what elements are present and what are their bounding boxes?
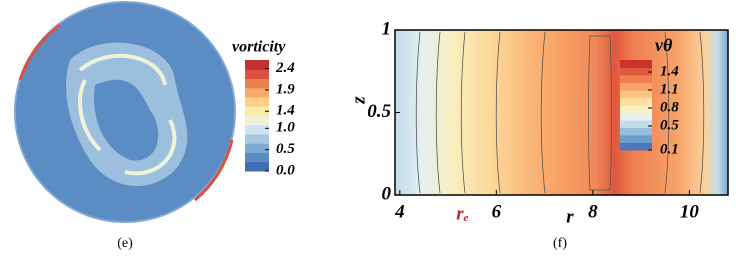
x-axis-label: r	[566, 206, 574, 227]
caption: (f)	[553, 236, 567, 251]
y-tick-label: 1	[382, 18, 392, 39]
vorticity-field	[14, 1, 236, 223]
x-tick-label: 8	[588, 201, 598, 222]
colorbar-band	[245, 115, 269, 126]
colorbar-band	[245, 134, 269, 144]
colorbar-tick-label: 1.0	[276, 120, 295, 136]
colorbar-band	[245, 97, 269, 107]
colorbar-title: vorticity	[232, 39, 286, 56]
colorbar-tick-label: 0.8	[660, 99, 679, 115]
annotation: rₑ	[456, 203, 469, 224]
colorbar-band	[245, 124, 269, 135]
colorbar-band	[620, 120, 652, 128]
colorbar-band	[620, 127, 652, 136]
colorbar-tick-label: 0.5	[276, 141, 295, 157]
colorbar-tick-label: 0.5	[660, 117, 679, 133]
colorbar-tick-label: 1.9	[276, 81, 295, 97]
velocity-field	[395, 30, 728, 195]
x-tick-label: 10	[680, 201, 700, 222]
y-tick-label: 0	[382, 183, 392, 204]
colorbar-band	[620, 97, 652, 106]
colorbar-band	[620, 112, 652, 121]
colorbar-tick-label: 1.4	[660, 63, 679, 79]
colorbar-band	[245, 78, 269, 89]
caption: (e)	[117, 236, 133, 251]
colorbar-tick-label: 2.4	[275, 60, 295, 76]
colorbar-band	[620, 75, 652, 83]
x-tick-label: 4	[394, 201, 405, 222]
y-axis-label: z	[348, 96, 369, 105]
colorbar-tick-label: 0.0	[276, 162, 295, 178]
colorbar-band	[245, 69, 269, 79]
colorbar-tick-label: 1.1	[660, 81, 679, 97]
colorbar-band	[620, 105, 652, 113]
x-tick-label: 6	[492, 201, 502, 222]
colorbar-band	[245, 152, 269, 163]
colorbar-band	[245, 60, 269, 70]
colorbar-band	[620, 142, 652, 151]
colorbar-band	[245, 161, 269, 172]
y-tick-label: 0.5	[367, 101, 391, 122]
colorbar-band	[620, 67, 652, 76]
colorbar-tick-label: 1.4	[276, 103, 295, 119]
colorbar-band	[620, 60, 652, 68]
colorbar-band	[245, 87, 269, 98]
colorbar-band	[620, 82, 652, 91]
contour-lines	[415, 31, 705, 194]
colorbar-band	[620, 90, 652, 98]
colorbar-title: vθ	[655, 35, 673, 55]
colorbar-band	[245, 106, 269, 116]
colorbar-band	[620, 135, 652, 143]
colorbar-band	[245, 143, 269, 153]
colorbar-tick-label: 0.1	[660, 141, 679, 157]
